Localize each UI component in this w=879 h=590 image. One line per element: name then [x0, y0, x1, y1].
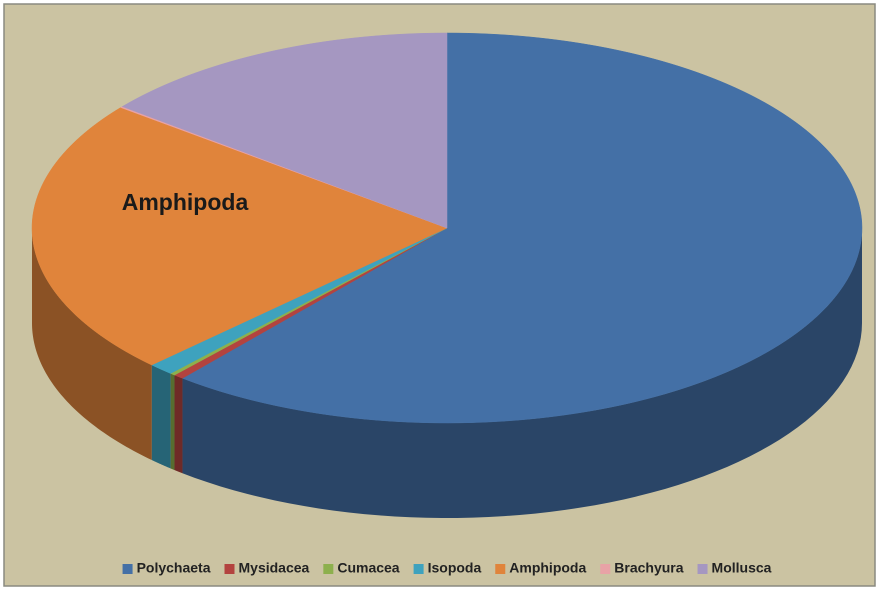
- pie-slice-side: [182, 228, 862, 518]
- pie-slice-side: [174, 375, 183, 474]
- legend-swatch: [224, 564, 235, 574]
- pie-sides: [32, 228, 862, 518]
- legend-swatch: [413, 564, 424, 574]
- pie-slice: [121, 32, 448, 229]
- pie-tops: [31, 32, 863, 424]
- pie-slice: [181, 32, 863, 424]
- legend-swatch: [495, 564, 506, 574]
- legend-label: Mollusca: [712, 560, 772, 576]
- pie-slice: [31, 107, 448, 366]
- legend-swatch: [697, 564, 708, 574]
- pie-slice-side: [151, 365, 171, 469]
- legend-label: Isopoda: [428, 560, 482, 576]
- legend-label: Cumacea: [337, 560, 399, 576]
- legend-label: Mysidacea: [239, 560, 310, 576]
- legend-swatch: [600, 564, 611, 574]
- legend: Polychaeta Mysidacea Cumacea Isopoda Amphipo…: [122, 560, 772, 576]
- legend-label: Amphipoda: [509, 560, 586, 576]
- pie-slice-side: [170, 373, 175, 471]
- pie-slice-side: [32, 228, 152, 461]
- data-annotation: Amphipoda: [122, 189, 249, 215]
- legend-label: Brachyura: [614, 560, 683, 576]
- legend-swatch: [122, 564, 133, 574]
- legend-swatch: [323, 564, 334, 574]
- legend-label: Polychaeta: [137, 560, 211, 576]
